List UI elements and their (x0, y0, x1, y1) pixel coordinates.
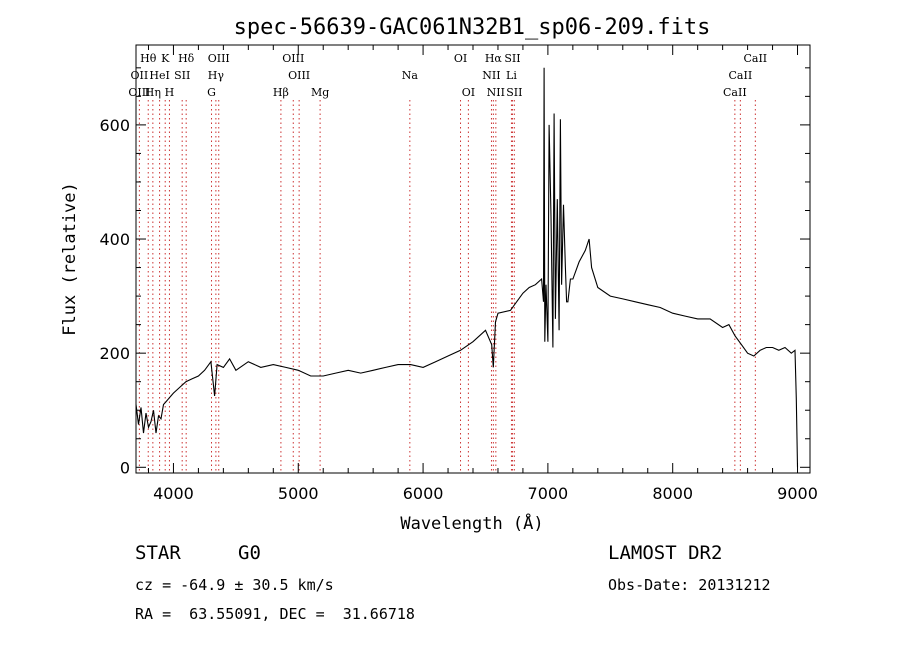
spectral-line-label: CaII (723, 86, 747, 99)
y-tick-label: 200 (99, 344, 130, 363)
survey-name: LAMOST DR2 (608, 542, 723, 564)
x-tick-label: 5000 (278, 484, 319, 503)
chart-title: spec-56639-GAC061N32B1_sp06-209.fits (234, 15, 711, 40)
x-tick-label: 7000 (528, 484, 569, 503)
y-axis-label: Flux (relative) (60, 182, 80, 336)
spectral-line-label: Li (506, 69, 517, 82)
spectral-line-label: CaII (743, 52, 767, 65)
spectral-line-label: OIII (282, 52, 304, 65)
object-subclass: G0 (238, 542, 261, 564)
spectral-line-label: OIII (208, 52, 230, 65)
x-axis-label: Wavelength (Å) (400, 512, 543, 534)
spectral-line-markers (138, 100, 756, 473)
y-tick-label: 0 (120, 458, 130, 477)
spectral-line-label: Hη (145, 86, 161, 99)
spectral-line-label: H (165, 86, 175, 99)
x-tick-label: 9000 (777, 484, 818, 503)
spectral-line-label: SII (174, 69, 190, 82)
x-tick-label: 4000 (153, 484, 194, 503)
spectral-line-label: SII (506, 86, 522, 99)
spectral-line-label: Hγ (208, 69, 225, 82)
spectral-line-label: OI (454, 52, 467, 65)
y-axis: 0 200 400 600 (99, 67, 810, 477)
spectrum-series-line (135, 67, 799, 468)
spectral-line-label: CaII (729, 69, 753, 82)
spectral-line-label: OII (131, 69, 149, 82)
spectral-line-label: SII (504, 52, 520, 65)
spectral-line-label: NII (487, 86, 505, 99)
obs-date-readout: Obs-Date: 20131212 (608, 576, 771, 594)
spectral-line-label: OIII (128, 86, 150, 99)
spectral-line-label: Mg (311, 86, 329, 99)
spectral-line-label: OI (462, 86, 475, 99)
spectral-line-label: Hθ (140, 52, 157, 65)
redshift-readout: cz = -64.9 ± 30.5 km/s (135, 576, 334, 594)
spectral-line-label: Hα (485, 52, 503, 65)
spectral-line-label: Na (402, 69, 419, 82)
y-tick-label: 600 (99, 116, 130, 135)
x-tick-label: 6000 (403, 484, 444, 503)
spectral-line-label: Hβ (273, 86, 289, 99)
x-axis: 4000 5000 6000 7000 8000 9000 (147, 45, 818, 503)
spectral-line-label: OIII (288, 69, 310, 82)
coordinates-readout: RA = 63.55091, DEC = 31.66718 (135, 605, 415, 623)
plot-frame (135, 44, 811, 474)
spectral-line-label: Hδ (178, 52, 195, 65)
spectral-line-label: NII (482, 69, 500, 82)
x-tick-label: 8000 (652, 484, 693, 503)
spectral-line-label: HeI (149, 69, 169, 82)
spectral-line-label: K (161, 52, 170, 65)
object-class: STAR (135, 542, 181, 564)
y-tick-label: 400 (99, 230, 130, 249)
spectral-line-label: G (207, 86, 216, 99)
